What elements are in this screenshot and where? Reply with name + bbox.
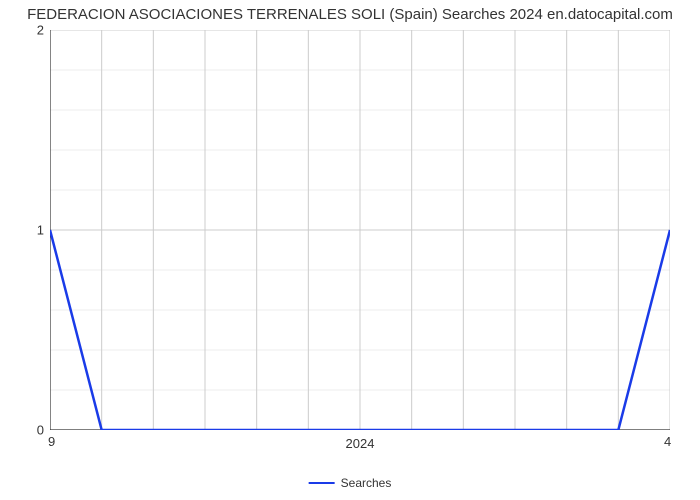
y-tick-label: 2 xyxy=(37,23,44,38)
y-tick-label: 1 xyxy=(37,223,44,238)
x-tick-label-center: 2024 xyxy=(346,436,375,451)
legend-label: Searches xyxy=(341,476,392,490)
legend-line xyxy=(309,482,335,484)
chart-plot xyxy=(50,30,670,430)
x-corner-left: 9 xyxy=(48,434,55,449)
chart-container: FEDERACION ASOCIACIONES TERRENALES SOLI … xyxy=(0,0,700,500)
x-corner-right: 4 xyxy=(664,434,671,449)
legend: Searches xyxy=(309,476,392,490)
y-tick-label: 0 xyxy=(37,423,44,438)
chart-title: FEDERACION ASOCIACIONES TERRENALES SOLI … xyxy=(0,6,700,23)
